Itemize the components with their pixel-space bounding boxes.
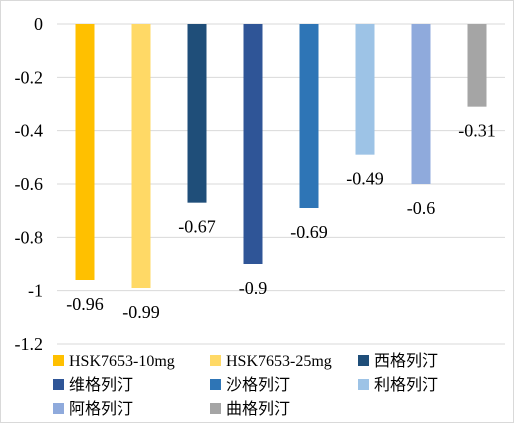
data-label: -0.9: [239, 278, 268, 298]
bar-1: [75, 24, 95, 280]
bar-4: [243, 24, 263, 264]
y-tick-label: -1: [28, 281, 43, 301]
bar-3: [187, 24, 207, 203]
bar-7: [411, 24, 431, 184]
legend-label: 利格列汀: [374, 376, 438, 394]
y-tick-label: 0: [34, 14, 43, 34]
data-label: -0.6: [407, 198, 436, 218]
legend-label: 阿格列汀: [69, 400, 133, 418]
legend-label: 曲格列汀: [226, 400, 290, 418]
y-tick-label: -1.2: [15, 334, 44, 354]
bar-6: [355, 24, 375, 155]
legend-label: HSK7653-25mg: [226, 353, 332, 370]
legend-label: 沙格列汀: [226, 376, 290, 394]
legend-swatch: [210, 355, 221, 366]
legend-swatch: [358, 355, 369, 366]
data-label: -0.99: [122, 302, 160, 322]
y-tick-label: -0.2: [15, 67, 44, 87]
data-label: -0.96: [66, 294, 104, 314]
bar-2: [131, 24, 151, 288]
y-tick-label: -0.8: [15, 227, 44, 247]
legend-swatch: [358, 379, 369, 390]
legend-label: 维格列汀: [69, 376, 133, 394]
y-tick-label: -0.6: [15, 174, 44, 194]
y-tick-label: -0.4: [15, 121, 44, 141]
legend-swatch: [210, 403, 221, 414]
bar-8: [467, 24, 487, 107]
legend-swatch: [53, 355, 64, 366]
data-label: -0.69: [290, 222, 328, 242]
legend-swatch: [210, 379, 221, 390]
legend-label: HSK7653-10mg: [69, 353, 175, 370]
legend-swatch: [53, 403, 64, 414]
legend-label: 西格列汀: [374, 352, 438, 370]
data-label: -0.49: [346, 169, 384, 189]
data-label: -0.67: [178, 217, 216, 237]
data-label: -0.31: [458, 121, 496, 141]
legend-swatch: [53, 379, 64, 390]
bar-5: [299, 24, 319, 208]
